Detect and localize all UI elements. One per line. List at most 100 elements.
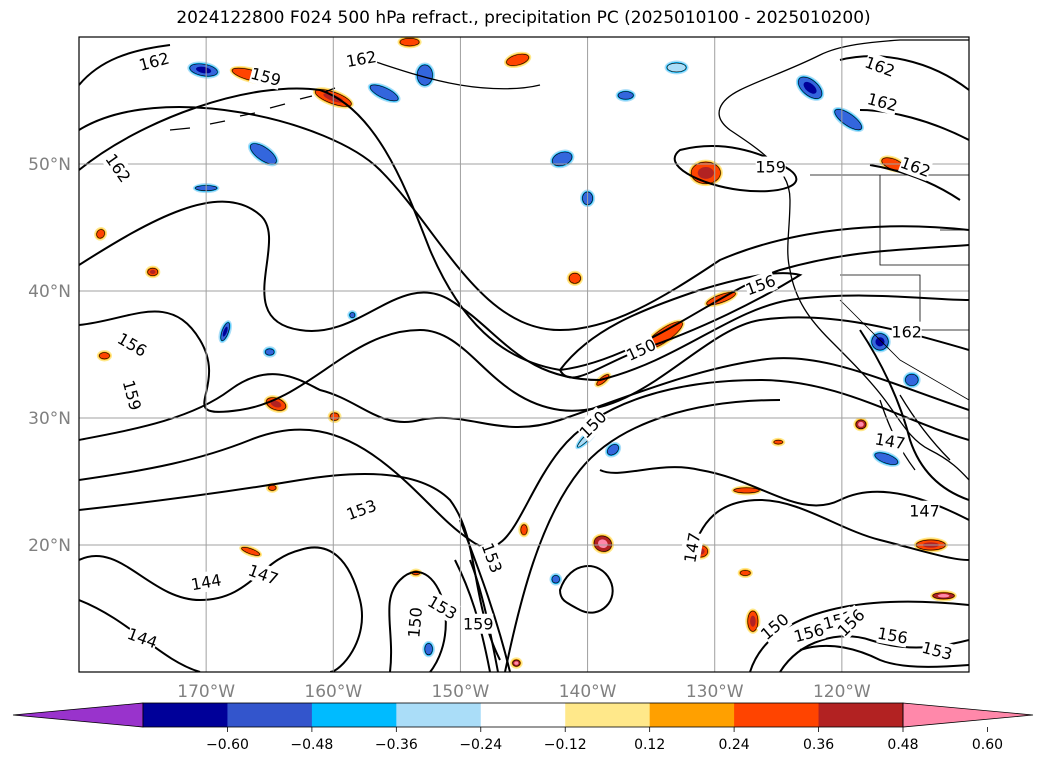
longitude-label: 140°W [559,682,617,702]
colorbar-tick-label: −0.12 [544,737,587,753]
contour-label: 159 [463,615,494,634]
precipitation-area [187,61,220,79]
longitude-labels: 170°W 160°W 150°W 140°W 130°W 120°W [177,682,871,702]
colorbar-frame [142,702,904,728]
contour-label-background [101,149,136,186]
colorbar-min-extension [12,702,144,728]
contour-line [749,600,969,672]
precipitation-area [832,107,865,133]
contour-line [558,272,803,379]
precipitation-area [853,417,869,432]
colorbar-tick-label: 0.60 [972,737,1003,753]
contour-label-background [873,428,907,454]
precipitation-area [745,608,761,634]
contour-label-background [136,47,172,75]
contour-label: 147 [909,502,940,521]
precipitation-area [930,590,957,602]
latitude-label: 50°N [28,155,71,175]
us-state-borders [810,174,969,401]
contour-label-background [189,569,223,595]
colorbar: −0.60 −0.48 −0.36 −0.24 −0.12 0.12 0.24 0.36 0.4… [12,702,1034,753]
map-background [79,37,969,672]
precipitation-area [737,567,753,578]
precipitation-area [664,60,689,75]
contour-label-background [343,494,379,524]
contour-label-background [791,619,826,647]
precipitation-area [397,37,422,49]
contour-line [79,106,969,332]
precipitation-area [263,395,289,413]
precipitation-area [218,320,232,344]
aleutian-islands [169,87,336,131]
colorbar-tick-label: 0.36 [803,737,834,753]
contour-line [599,466,969,521]
contour-line [859,329,969,501]
contour-label-background [248,62,283,90]
contour-line [689,498,969,561]
precipitation-area [247,141,279,167]
precipitation-area [422,640,435,658]
precipitation-area [262,346,277,358]
contour-label-background [114,328,151,361]
contour-label-background [679,531,705,565]
lat-lon-gridlines [79,37,969,672]
precipitation-area [145,265,161,279]
precipitation-area [347,310,358,321]
precipitation-area [604,441,622,458]
precipitation-area [504,51,532,69]
precipitation-area [591,533,615,555]
contour-label: 162 [891,323,922,342]
precipitation-area [795,74,825,101]
colorbar-tick-label: −0.24 [459,737,502,753]
contour-line [388,570,447,672]
map-title: 2024122800 F024 500 hPa refract., precip… [176,8,871,28]
contour-label-background [891,321,922,342]
colorbar-segment [649,703,735,727]
colorbar-segment [396,703,482,727]
contour-label-background [920,636,955,664]
precipitation-area [566,270,584,286]
contour-line [79,200,969,382]
colorbar-segment [734,703,820,727]
precipitation-area [510,657,523,669]
latitude-label: 30°N [28,409,71,429]
precipitation-area [615,89,636,102]
contour-label-background [742,270,779,300]
colorbar-tick-label: 0.12 [634,737,665,753]
contour-label-background [245,559,281,589]
longitude-label: 120°W [813,682,871,702]
longitude-label: 150°W [432,682,490,702]
precipitation-area [367,82,401,104]
precipitation-area [96,350,113,362]
longitude-label: 130°W [686,682,744,702]
contour-line [79,546,363,672]
contour-label-background [833,604,869,641]
precipitation-area [872,450,901,467]
contour-line [79,310,969,413]
contour-label-background [118,378,146,413]
colorbar-segment [311,703,397,727]
contour-label-background [125,623,161,653]
precipitation-area [239,545,263,558]
contour-label-background [876,622,910,648]
latitude-label: 40°N [28,282,71,302]
colorbar-tick-label: −0.60 [206,737,249,753]
contour-label-background [403,606,426,639]
colorbar-tick-label: −0.48 [290,737,333,753]
contour-line [799,644,969,668]
precipitation-area [902,371,921,389]
precipitation-area [327,410,342,424]
contour-label: 159 [755,158,786,177]
contour-label-background [865,88,900,116]
colorbar-tick-label: −0.36 [375,737,418,753]
precipitation-area [549,572,563,586]
contour-label-background [756,608,793,644]
longitude-label: 170°W [177,682,235,702]
contour-line [558,565,614,614]
contour-label-background [344,46,378,72]
colorbar-tick-label: 0.48 [887,737,918,753]
contour-label-background [755,156,786,177]
precipitation-area [94,227,108,241]
contour-label-background [477,540,507,576]
